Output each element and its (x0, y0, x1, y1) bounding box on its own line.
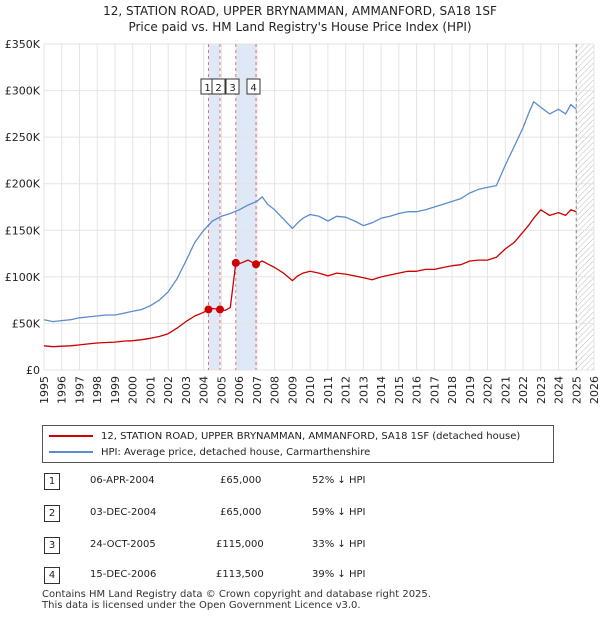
chart-title: 12, STATION ROAD, UPPER BRYNAMMAN, AMMAN… (103, 4, 497, 18)
x-tick-label: 2022 (517, 376, 530, 404)
x-tick-label: 2017 (428, 376, 441, 404)
chart-subtitle: Price paid vs. HM Land Registry's House … (128, 20, 472, 34)
x-tick-label: 2012 (340, 376, 353, 404)
sale-date: 03-DEC-2004 (90, 507, 157, 518)
legend-item-property: 12, STATION ROAD, UPPER BRYNAMMAN, AMMAN… (49, 428, 520, 444)
x-tick-label: 2008 (269, 376, 282, 404)
sale-price: £65,000 (220, 507, 262, 518)
legend: 12, STATION ROAD, UPPER BRYNAMMAN, AMMAN… (42, 425, 554, 463)
y-tick-label: £0 (26, 364, 40, 377)
sale-number-badge: 2 (44, 505, 60, 522)
sale-point (204, 305, 213, 314)
x-tick-label: 2002 (162, 376, 175, 404)
sale-price: £113,500 (216, 569, 264, 580)
forecast-region (576, 44, 594, 370)
sale-hpi-diff: 33% ↓ HPI (312, 539, 366, 550)
y-tick-label: £150K (5, 224, 41, 237)
y-tick-label: £350K (5, 38, 41, 51)
sale-number-badge: 3 (44, 537, 60, 554)
x-tick-label: 1995 (38, 376, 51, 404)
y-tick-label: £50K (12, 317, 41, 330)
x-tick-label: 2016 (411, 376, 424, 404)
x-tick-label: 2011 (322, 376, 335, 404)
sale-point (231, 258, 240, 267)
sale-label-box (211, 78, 226, 95)
x-tick-label: 2004 (198, 376, 211, 404)
sale-number-badge: 4 (44, 567, 60, 584)
x-tick-label: 2021 (499, 376, 512, 404)
sale-hpi-diff: 39% ↓ HPI (312, 569, 366, 580)
y-tick-label: £300K (5, 85, 41, 98)
x-tick-label: 2003 (180, 376, 193, 404)
sale-point (216, 305, 224, 314)
y-tick-label: £250K (5, 131, 41, 144)
legend-label-hpi: HPI: Average price, detached house, Carm… (101, 446, 371, 458)
sale-label-text: 3 (229, 83, 235, 94)
x-tick-label: 2025 (570, 376, 583, 404)
x-tick-label: 2020 (482, 376, 495, 404)
sale-highlight-band (208, 44, 220, 370)
x-tick-label: 2018 (446, 376, 459, 404)
legend-label-property: 12, STATION ROAD, UPPER BRYNAMMAN, AMMAN… (101, 430, 521, 442)
x-tick-label: 2026 (588, 376, 600, 404)
table-row: 2 03-DEC-2004 £65,000 59% ↓ HPI (0, 505, 600, 525)
plot-area (44, 44, 594, 370)
y-tick-label: £100K (5, 271, 41, 284)
sale-label-text: 2 (215, 83, 221, 94)
footer-licence: This data is licensed under the Open Gov… (42, 600, 361, 611)
sale-hpi-diff: 59% ↓ HPI (312, 507, 366, 518)
x-tick-label: 2007 (251, 376, 264, 404)
x-tick-label: 2010 (304, 376, 317, 404)
x-tick-label: 2023 (535, 376, 548, 404)
x-tick-label: 2005 (215, 376, 228, 404)
footer-copyright: Contains HM Land Registry data © Crown c… (42, 589, 431, 600)
sale-date: 24-OCT-2005 (90, 539, 156, 550)
x-tick-label: 2024 (553, 376, 566, 404)
sale-highlight-band (235, 44, 257, 370)
sale-label-box (246, 78, 261, 95)
x-tick-label: 2006 (233, 376, 246, 404)
price-chart: 1 2 3 4 £0 £50K £100K £150K £200K £250K £300K £350K… (5, 38, 600, 404)
sale-price: £115,000 (216, 539, 264, 550)
table-row: 4 15-DEC-2006 £113,500 39% ↓ HPI (0, 567, 600, 587)
legend-swatch-hpi (49, 451, 93, 453)
x-tick-label: 1999 (109, 376, 122, 404)
x-tick-label: 2019 (464, 376, 477, 404)
hpi-series-line (43, 101, 577, 323)
sale-date: 06-APR-2004 (90, 475, 155, 486)
sale-label-box (225, 78, 240, 95)
sale-label-text: 1 (204, 83, 210, 94)
x-tick-label: 2015 (393, 376, 406, 404)
x-tick-label: 2000 (127, 376, 140, 404)
sale-price: £65,000 (220, 475, 262, 486)
sale-date: 15-DEC-2006 (90, 569, 157, 580)
legend-item-hpi: HPI: Average price, detached house, Carm… (49, 444, 370, 460)
x-tick-label: 1997 (73, 376, 86, 404)
y-tick-label: £200K (5, 178, 41, 191)
sale-label-text: 4 (250, 83, 256, 94)
x-tick-label: 2013 (357, 376, 370, 404)
x-tick-label: 2001 (144, 376, 157, 404)
sale-point (252, 260, 261, 269)
table-row: 3 24-OCT-2005 £115,000 33% ↓ HPI (0, 537, 600, 557)
sale-hpi-diff: 52% ↓ HPI (312, 475, 366, 486)
legend-swatch-property (49, 435, 93, 437)
x-tick-label: 2009 (286, 376, 299, 404)
table-row: 1 06-APR-2004 £65,000 52% ↓ HPI (0, 473, 600, 493)
property-series-line (43, 209, 577, 348)
x-tick-label: 2014 (375, 376, 388, 404)
x-tick-label: 1998 (91, 376, 104, 404)
x-tick-label: 1996 (56, 376, 69, 404)
sale-number-badge: 1 (44, 473, 60, 490)
